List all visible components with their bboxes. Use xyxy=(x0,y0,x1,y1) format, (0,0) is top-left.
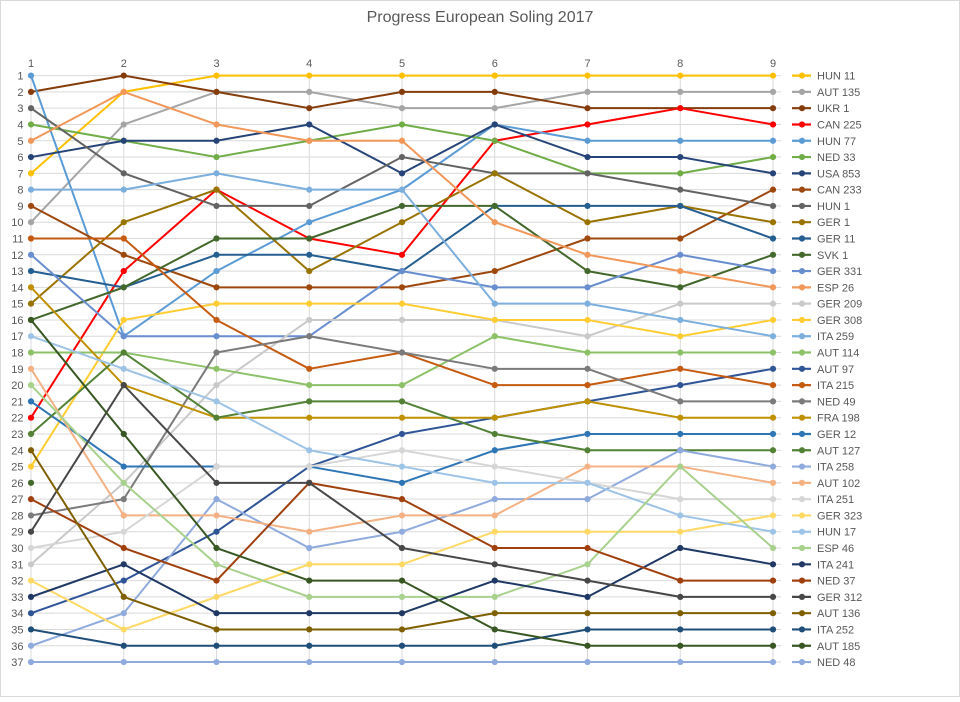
svg-text:11: 11 xyxy=(12,234,23,246)
svg-text:ITA 215: ITA 215 xyxy=(817,380,854,392)
svg-text:32: 32 xyxy=(11,576,23,588)
svg-text:15: 15 xyxy=(11,299,23,311)
svg-text:21: 21 xyxy=(11,396,23,408)
svg-text:ITA 241: ITA 241 xyxy=(817,559,854,571)
svg-text:ESP 46: ESP 46 xyxy=(817,543,854,555)
svg-text:14: 14 xyxy=(11,282,23,294)
svg-text:20: 20 xyxy=(11,380,23,392)
svg-text:8: 8 xyxy=(17,185,23,197)
svg-text:29: 29 xyxy=(11,527,23,539)
svg-text:GER 1: GER 1 xyxy=(817,217,850,229)
svg-text:GER 308: GER 308 xyxy=(817,315,862,327)
svg-text:CAN 233: CAN 233 xyxy=(817,185,862,197)
svg-text:2: 2 xyxy=(17,87,23,99)
svg-text:22: 22 xyxy=(11,413,23,425)
svg-text:NED 49: NED 49 xyxy=(817,396,856,408)
svg-text:HUN 77: HUN 77 xyxy=(817,136,856,148)
svg-text:9: 9 xyxy=(17,201,23,213)
svg-text:7: 7 xyxy=(17,168,23,180)
svg-text:1: 1 xyxy=(17,71,23,83)
svg-text:18: 18 xyxy=(11,348,23,360)
svg-text:17: 17 xyxy=(11,331,23,343)
svg-text:4: 4 xyxy=(306,58,312,70)
svg-text:19: 19 xyxy=(11,364,23,376)
svg-text:16: 16 xyxy=(11,315,23,327)
svg-text:10: 10 xyxy=(11,217,23,229)
svg-text:6: 6 xyxy=(17,152,23,164)
svg-text:GER 331: GER 331 xyxy=(817,266,862,278)
svg-text:CAN 225: CAN 225 xyxy=(817,120,862,132)
svg-text:5: 5 xyxy=(17,136,23,148)
svg-text:ITA 259: ITA 259 xyxy=(817,331,854,343)
svg-text:HUN 17: HUN 17 xyxy=(817,527,856,539)
svg-text:Progress European Soling 2017: Progress European Soling 2017 xyxy=(367,9,594,26)
svg-text:13: 13 xyxy=(11,266,23,278)
svg-text:USA 853: USA 853 xyxy=(817,168,860,180)
svg-text:NED 33: NED 33 xyxy=(817,152,856,164)
svg-text:SVK 1: SVK 1 xyxy=(817,250,848,262)
svg-text:NED 48: NED 48 xyxy=(817,657,856,669)
svg-text:ITA 252: ITA 252 xyxy=(817,625,854,637)
svg-text:31: 31 xyxy=(11,559,23,571)
svg-text:HUN 1: HUN 1 xyxy=(817,201,850,213)
svg-text:AUT 114: AUT 114 xyxy=(817,348,859,360)
svg-text:5: 5 xyxy=(399,58,405,70)
svg-text:AUT 102: AUT 102 xyxy=(817,478,860,490)
svg-text:4: 4 xyxy=(17,120,23,132)
svg-text:3: 3 xyxy=(17,103,23,115)
svg-text:9: 9 xyxy=(770,58,776,70)
svg-text:HUN 11: HUN 11 xyxy=(817,71,855,83)
svg-text:28: 28 xyxy=(11,510,23,522)
svg-text:33: 33 xyxy=(11,592,23,604)
svg-text:36: 36 xyxy=(11,641,23,653)
svg-text:GER 323: GER 323 xyxy=(817,510,862,522)
svg-text:35: 35 xyxy=(11,625,23,637)
svg-text:6: 6 xyxy=(492,58,498,70)
svg-text:27: 27 xyxy=(11,494,23,506)
svg-text:NED 37: NED 37 xyxy=(817,576,856,588)
svg-text:ITA 251: ITA 251 xyxy=(817,494,854,506)
svg-text:7: 7 xyxy=(584,58,590,70)
svg-text:12: 12 xyxy=(11,250,23,262)
svg-text:AUT 185: AUT 185 xyxy=(817,641,860,653)
svg-text:GER 11: GER 11 xyxy=(817,234,855,246)
svg-text:23: 23 xyxy=(11,429,23,441)
svg-text:FRA 198: FRA 198 xyxy=(817,413,860,425)
svg-text:GER 312: GER 312 xyxy=(817,592,862,604)
svg-text:25: 25 xyxy=(11,462,23,474)
svg-text:24: 24 xyxy=(11,445,23,457)
svg-text:ITA 258: ITA 258 xyxy=(817,462,854,474)
svg-text:AUT 97: AUT 97 xyxy=(817,364,854,376)
svg-text:1: 1 xyxy=(28,58,34,70)
svg-text:AUT 136: AUT 136 xyxy=(817,608,860,620)
svg-text:GER 12: GER 12 xyxy=(817,429,856,441)
svg-text:AUT 127: AUT 127 xyxy=(817,445,860,457)
svg-text:3: 3 xyxy=(213,58,219,70)
svg-text:26: 26 xyxy=(11,478,23,490)
svg-text:8: 8 xyxy=(677,58,683,70)
svg-text:30: 30 xyxy=(11,543,23,555)
svg-text:2: 2 xyxy=(121,58,127,70)
svg-text:34: 34 xyxy=(11,608,23,620)
svg-text:UKR 1: UKR 1 xyxy=(817,103,849,115)
svg-text:GER 209: GER 209 xyxy=(817,299,862,311)
svg-text:AUT 135: AUT 135 xyxy=(817,87,860,99)
svg-text:37: 37 xyxy=(11,657,23,669)
svg-text:ESP 26: ESP 26 xyxy=(817,282,854,294)
